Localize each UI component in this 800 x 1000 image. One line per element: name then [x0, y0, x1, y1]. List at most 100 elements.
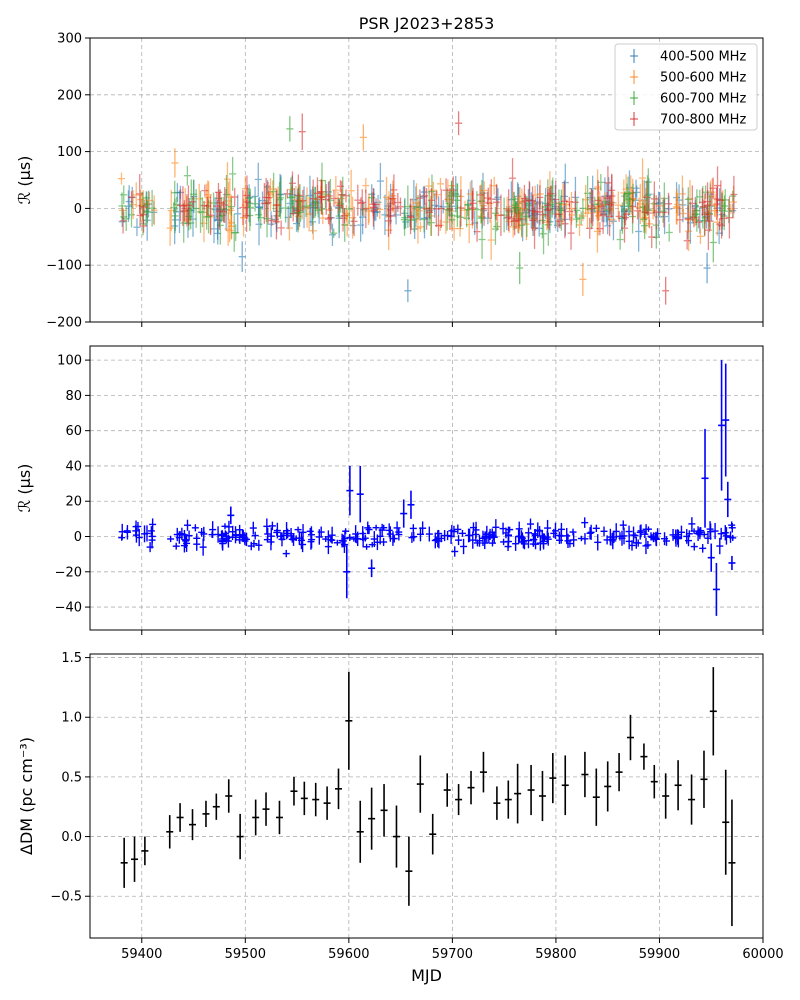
- series-2-point: [643, 175, 651, 216]
- series-3-point: [484, 187, 492, 219]
- dm-point: [493, 786, 501, 820]
- dm-point: [368, 787, 376, 850]
- residual-point: [229, 534, 237, 541]
- series-2-point: [414, 195, 422, 220]
- series-1-point: [656, 195, 664, 217]
- residual-point: [386, 526, 394, 542]
- y-tick-label: 200: [57, 88, 82, 103]
- residual-point: [625, 525, 633, 538]
- residual-point: [368, 541, 376, 548]
- dm-point: [561, 755, 569, 816]
- series-3-point: [442, 178, 450, 203]
- series-0-point: [210, 214, 218, 244]
- residual-point: [283, 522, 291, 540]
- y-tick-label: 20: [65, 495, 82, 510]
- residual-point: [642, 537, 650, 555]
- residual-point: [324, 530, 332, 544]
- residual-point: [431, 532, 439, 549]
- x-tick-label: 59700: [432, 947, 473, 962]
- residual-point: [531, 529, 539, 539]
- series-1-point: [450, 216, 458, 241]
- residual-point: [587, 524, 595, 540]
- series-1-point: [383, 176, 391, 218]
- dm-point: [290, 776, 298, 806]
- y-tick-label: 1.5: [61, 651, 82, 666]
- series-3-point: [704, 182, 712, 221]
- dm-point: [189, 809, 197, 841]
- residual-point: [722, 527, 730, 545]
- y-axis-label: ΔDM (pc cm⁻³): [17, 737, 36, 855]
- series-2-point: [229, 156, 237, 191]
- series-1-point: [285, 215, 293, 241]
- dm-point: [615, 753, 623, 792]
- series-1-point: [609, 191, 617, 215]
- legend-item: 600-700 MHz: [630, 91, 746, 107]
- residual-point: [148, 529, 156, 544]
- residual-point: [690, 542, 698, 551]
- series-1-point: [412, 183, 420, 223]
- series-3-point: [730, 175, 738, 214]
- residual-point: [368, 559, 376, 578]
- series-3-point: [716, 218, 724, 231]
- series-2-point: [122, 206, 130, 232]
- residual-point: [637, 524, 645, 538]
- series-3-point: [322, 184, 330, 215]
- series-0-point: [703, 252, 711, 284]
- series-3-point: [388, 193, 396, 205]
- dm-point: [443, 773, 451, 807]
- residual-point: [620, 527, 628, 545]
- series-0-point: [124, 190, 132, 222]
- series-3-point: [652, 195, 660, 230]
- dm-point: [275, 800, 283, 835]
- residual-point: [235, 536, 243, 543]
- residual-point: [184, 519, 192, 531]
- series-3-point: [589, 190, 597, 227]
- series-3-point: [119, 208, 127, 234]
- series-3-point: [357, 197, 365, 210]
- series-3-point: [648, 225, 656, 249]
- series-3-point: [531, 207, 539, 249]
- x-tick-label: 59900: [639, 947, 680, 962]
- y-axis-label: ℛ (μs): [15, 156, 34, 205]
- series-3-point: [561, 209, 569, 239]
- series-3-point: [299, 189, 307, 212]
- residual-point: [278, 532, 286, 547]
- residual-point: [356, 465, 364, 523]
- residual-point: [612, 523, 620, 540]
- series-3-point: [325, 180, 333, 212]
- series-3-point: [545, 187, 553, 231]
- x-tick-label: 60000: [742, 947, 783, 962]
- residual-point: [662, 536, 670, 546]
- series-3-point: [372, 198, 380, 211]
- residual-point: [451, 546, 459, 557]
- dm-point: [700, 750, 708, 808]
- series-2-point: [478, 220, 486, 259]
- residual-point: [536, 526, 544, 536]
- residual-point: [249, 521, 257, 535]
- y-tick-label: 100: [57, 354, 82, 369]
- dm-point: [334, 768, 342, 810]
- y-tick-label: 300: [57, 32, 82, 47]
- residual-point: [707, 523, 715, 540]
- residual-point: [343, 545, 351, 599]
- dm-point: [640, 743, 648, 770]
- series-2-point: [512, 201, 520, 215]
- residual-point: [359, 526, 367, 541]
- residual-point: [199, 538, 207, 556]
- legend-item: 400-500 MHz: [630, 49, 746, 65]
- residual-point: [455, 535, 463, 546]
- residual-point: [499, 522, 507, 535]
- residual-point: [728, 555, 736, 571]
- x-axis-label: MJD: [411, 966, 442, 985]
- chart-title: PSR J2023+2853: [359, 14, 495, 33]
- series-2-point: [640, 205, 648, 233]
- series-2-point: [624, 176, 632, 211]
- series-0-point: [267, 211, 275, 238]
- panel-top: −200 −100 0 100 200 300 ℛ (μs) PSR J2023+2853 40…: [15, 14, 764, 331]
- residual-point: [385, 523, 393, 538]
- y-tick-label: 0.5: [61, 770, 82, 785]
- series-2-point: [579, 198, 587, 219]
- series-2-point: [314, 203, 322, 218]
- plot-content: [120, 667, 736, 927]
- x-tick-label: 59500: [225, 947, 266, 962]
